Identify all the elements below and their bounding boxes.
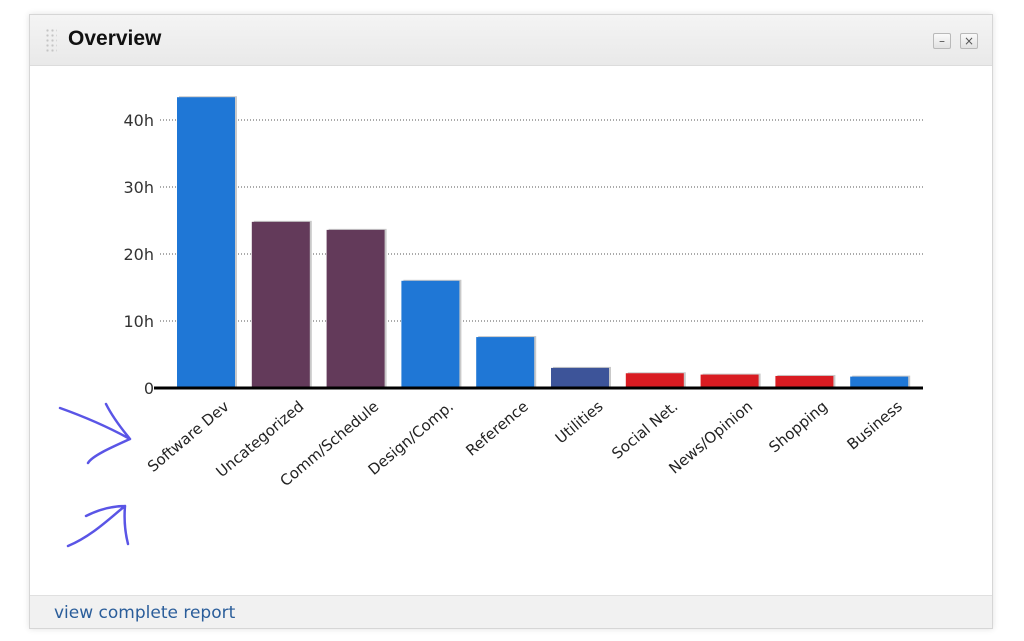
bar-business[interactable] bbox=[850, 376, 909, 388]
view-complete-report-link[interactable]: view complete report bbox=[54, 603, 236, 623]
minimize-button[interactable]: – bbox=[933, 33, 951, 49]
y-tick-label: 30h bbox=[124, 178, 155, 197]
bar-shopping[interactable] bbox=[775, 375, 834, 388]
drag-handle-icon[interactable] bbox=[45, 28, 57, 54]
bar-comm-schedule[interactable] bbox=[326, 229, 385, 388]
close-button[interactable]: × bbox=[960, 33, 978, 49]
x-tick-label: Shopping bbox=[765, 397, 831, 456]
bar-reference[interactable] bbox=[476, 337, 535, 388]
x-tick-label: Social Net. bbox=[608, 397, 681, 462]
y-tick-label: 40h bbox=[124, 111, 155, 130]
overview-widget: Overview – × 0 10h 20h 30h 40h Software Dev U… bbox=[29, 14, 993, 629]
x-tick-label: Business bbox=[844, 397, 906, 453]
bar-software-dev[interactable] bbox=[177, 97, 235, 388]
chart-area: 0 10h 20h 30h 40h Software Dev Uncategorized C… bbox=[30, 66, 992, 596]
widget-header[interactable]: Overview – × bbox=[30, 15, 992, 66]
annotation-arrow-lower bbox=[66, 504, 130, 548]
widget-footer: view complete report bbox=[30, 595, 992, 628]
annotation-arrow-upper bbox=[58, 402, 132, 465]
y-tick-label: 20h bbox=[124, 245, 155, 264]
widget-title: Overview bbox=[68, 27, 162, 50]
y-tick-label: 0 bbox=[144, 379, 154, 398]
x-tick-label: Reference bbox=[462, 397, 531, 459]
bar-uncategorized[interactable] bbox=[251, 221, 310, 388]
x-tick-label: Utilities bbox=[552, 397, 607, 447]
bar-news-opinion[interactable] bbox=[700, 374, 759, 388]
bar-social-net-[interactable] bbox=[625, 373, 684, 388]
y-tick-label: 10h bbox=[124, 312, 155, 331]
bar-design-comp-[interactable] bbox=[401, 280, 460, 388]
bar-utilities[interactable] bbox=[551, 367, 609, 388]
